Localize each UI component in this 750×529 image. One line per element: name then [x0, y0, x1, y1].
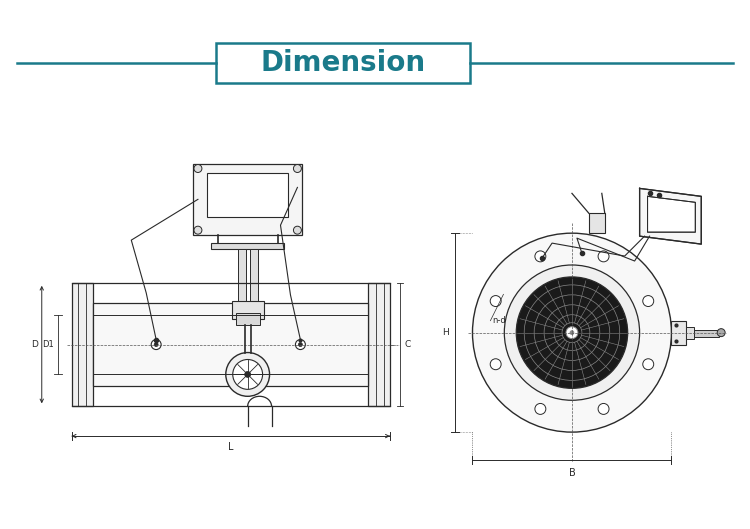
- Circle shape: [296, 340, 305, 350]
- Bar: [694, 330, 719, 336]
- Bar: [193, 163, 302, 235]
- Bar: [94, 303, 368, 386]
- Text: D: D: [31, 340, 38, 349]
- Bar: [232, 301, 263, 318]
- Circle shape: [154, 343, 158, 346]
- Circle shape: [516, 277, 628, 388]
- Circle shape: [293, 226, 302, 234]
- Circle shape: [194, 165, 202, 172]
- Circle shape: [598, 251, 609, 262]
- Text: C: C: [405, 340, 411, 349]
- Circle shape: [152, 340, 161, 350]
- Text: n-d: n-d: [493, 316, 506, 325]
- Circle shape: [293, 165, 302, 172]
- Bar: [589, 213, 604, 233]
- Circle shape: [570, 331, 574, 335]
- Bar: [211, 243, 284, 249]
- Bar: [250, 249, 257, 303]
- Circle shape: [535, 404, 546, 414]
- Circle shape: [643, 296, 654, 306]
- Bar: [71, 283, 94, 406]
- Circle shape: [717, 329, 725, 336]
- Bar: [686, 327, 694, 339]
- Circle shape: [504, 265, 640, 400]
- Circle shape: [535, 251, 546, 262]
- Circle shape: [226, 352, 269, 396]
- Circle shape: [472, 233, 671, 432]
- Circle shape: [566, 327, 578, 339]
- Circle shape: [244, 371, 250, 377]
- Text: B: B: [568, 468, 575, 478]
- Circle shape: [298, 343, 302, 346]
- Bar: [236, 313, 260, 325]
- Bar: [238, 249, 246, 303]
- Bar: [207, 174, 289, 217]
- Text: D1: D1: [42, 340, 54, 349]
- Text: Dimension: Dimension: [260, 49, 425, 77]
- Bar: [216, 43, 470, 83]
- Bar: [671, 321, 686, 344]
- Polygon shape: [647, 196, 695, 232]
- Circle shape: [643, 359, 654, 370]
- Circle shape: [490, 296, 501, 306]
- Text: H: H: [442, 328, 448, 337]
- Circle shape: [598, 404, 609, 414]
- Polygon shape: [640, 188, 701, 244]
- Circle shape: [194, 226, 202, 234]
- Text: L: L: [228, 442, 233, 452]
- Circle shape: [490, 359, 501, 370]
- Bar: [368, 283, 390, 406]
- Circle shape: [232, 360, 262, 389]
